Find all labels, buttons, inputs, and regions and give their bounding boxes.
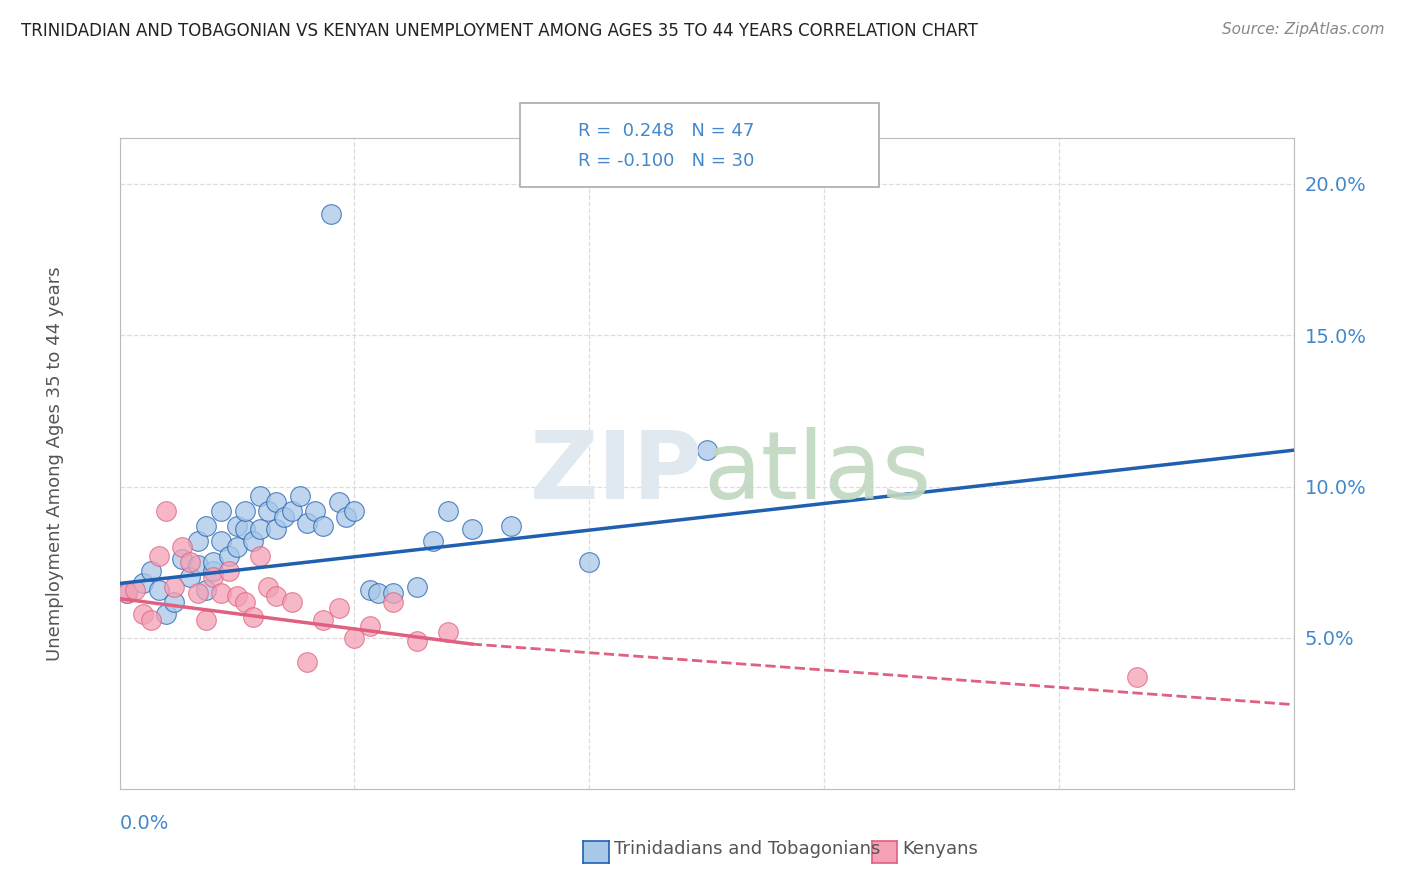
Text: Source: ZipAtlas.com: Source: ZipAtlas.com [1222,22,1385,37]
Point [437,504,460,518]
Point [163,580,186,594]
Point [172,552,194,566]
Point [225,540,249,554]
Point [249,489,271,503]
Point [437,624,460,639]
Point [335,509,357,524]
Point [367,585,389,599]
Point [124,582,146,597]
Point [132,607,155,621]
Point [382,594,405,608]
Point [209,504,232,518]
Text: 0.0%: 0.0% [120,814,169,833]
Point [233,594,256,608]
Point [312,613,335,627]
Text: Trinidadians and Tobagonians: Trinidadians and Tobagonians [614,840,880,858]
Text: Kenyans: Kenyans [903,840,979,858]
Point [172,540,194,554]
Point [249,549,271,564]
Point [288,489,311,503]
Point [499,519,522,533]
Point [280,504,302,518]
Point [202,570,225,584]
Point [148,549,170,564]
Point [155,504,177,518]
Point [257,504,280,518]
Point [297,516,319,530]
Point [328,600,350,615]
Point [264,494,287,508]
Point [209,585,232,599]
Point [460,522,484,536]
Point [257,580,280,594]
Point [297,655,319,669]
Point [202,555,225,569]
Text: R =  0.248   N = 47: R = 0.248 N = 47 [578,122,754,140]
Point [359,582,381,597]
Point [132,576,155,591]
Point [242,609,264,624]
Point [117,585,139,599]
Text: R = -0.100   N = 30: R = -0.100 N = 30 [578,153,754,170]
Point [163,594,186,608]
Point [264,522,287,536]
Point [225,519,249,533]
Point [194,519,217,533]
Point [202,565,225,579]
Point [382,585,405,599]
Point [1126,670,1149,684]
Point [117,585,139,599]
Point [406,634,429,648]
Point [343,631,366,645]
Point [696,443,718,458]
Point [233,522,256,536]
Point [187,534,209,549]
Point [280,594,302,608]
Point [187,558,209,573]
Point [343,504,366,518]
Point [218,565,240,579]
Point [218,549,240,564]
Point [422,534,444,549]
Point [139,565,162,579]
Point [194,613,217,627]
Text: atlas: atlas [703,426,931,519]
Point [406,580,429,594]
Point [312,519,335,533]
Point [328,494,350,508]
Point [225,589,249,603]
Point [179,570,201,584]
Point [148,582,170,597]
Point [139,613,162,627]
Text: Unemployment Among Ages 35 to 44 years: Unemployment Among Ages 35 to 44 years [46,267,63,661]
Point [578,555,600,569]
Point [249,522,271,536]
Point [273,509,295,524]
Point [194,582,217,597]
Point [179,555,201,569]
Point [209,534,232,549]
Text: TRINIDADIAN AND TOBAGONIAN VS KENYAN UNEMPLOYMENT AMONG AGES 35 TO 44 YEARS CORR: TRINIDADIAN AND TOBAGONIAN VS KENYAN UNE… [21,22,979,40]
Point [187,585,209,599]
Point [233,504,256,518]
Point [264,589,287,603]
Point [242,534,264,549]
Text: ZIP: ZIP [530,426,703,519]
Point [155,607,177,621]
Point [359,619,381,633]
Point [304,504,326,518]
Point [319,207,342,221]
